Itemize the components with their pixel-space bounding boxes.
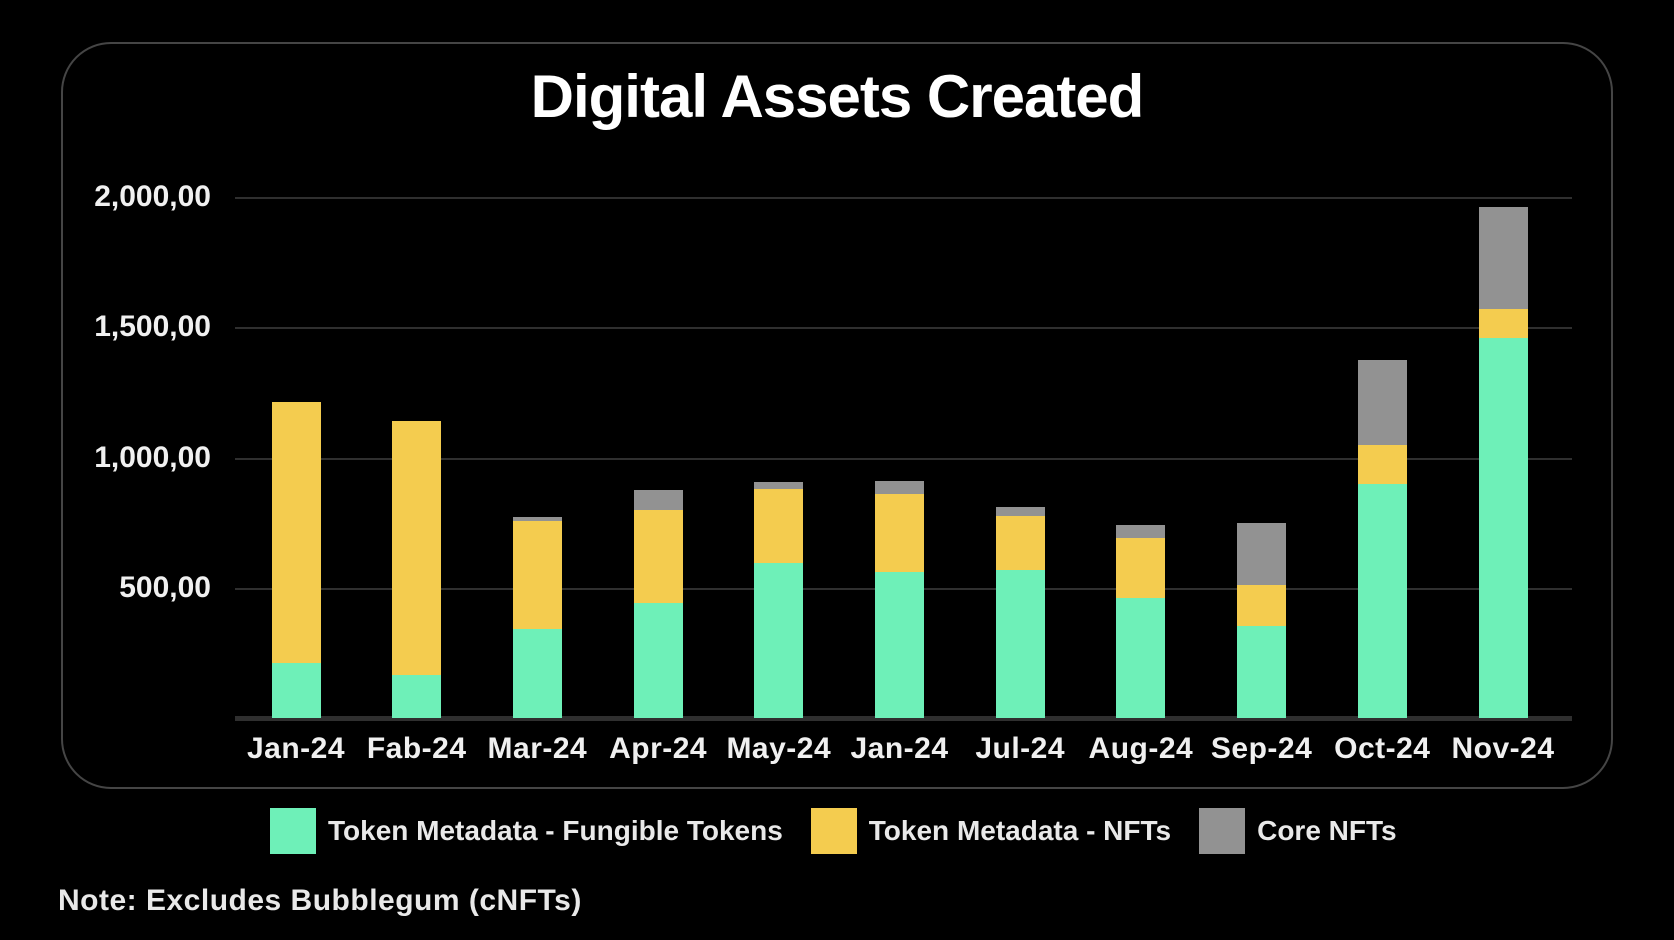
x-axis-tick-label: Fab-24: [366, 732, 467, 765]
legend-swatch-icon: [270, 808, 316, 854]
bar-segment-core-nfts: [1478, 207, 1528, 310]
bar-segment-nfts: [1357, 444, 1407, 484]
bar-sep-24: [1237, 522, 1287, 718]
legend: Token Metadata - Fungible Tokens Token Me…: [270, 808, 1397, 854]
plot-area: 2,000,00 1,500,00 1,000,00 500,00 Jan-24 Fab-…: [94, 180, 1572, 765]
x-axis-tick-label: Mar-24: [487, 732, 588, 765]
bar-segment-core-nfts: [875, 480, 924, 494]
bar-aug-24: [1116, 525, 1166, 718]
bar-oct-24: [1357, 359, 1407, 718]
x-axis-tick-label: Jan-24: [850, 732, 949, 765]
bar-segment-core-nfts: [1116, 525, 1166, 539]
bar-may-24: [754, 482, 804, 718]
bar-segment-fungible-tokens: [1478, 337, 1528, 718]
bar-jul-24: [995, 507, 1045, 718]
legend-label: Token Metadata - NFTs: [868, 815, 1172, 846]
bar-segment-core-nfts: [1357, 359, 1407, 445]
bar-nov-24: [1478, 207, 1528, 718]
bar-segment-nfts: [512, 521, 562, 630]
bar-jan-24: [875, 480, 924, 718]
legend-swatch-icon: [1199, 808, 1246, 854]
bar-apr-24: [633, 490, 683, 718]
bar-segment-fungible-tokens: [754, 563, 804, 718]
bar-segment-nfts: [754, 488, 804, 564]
bar-segment-fungible-tokens: [1237, 625, 1287, 718]
bar-segment-core-nfts: [754, 482, 804, 489]
bar-segment-core-nfts: [633, 490, 683, 510]
legend-item: Core NFTs: [1199, 808, 1397, 854]
bar-segment-nfts: [1237, 585, 1287, 626]
x-axis-tick-label: Jul-24: [975, 732, 1066, 765]
y-axis-tick-label: 1,500,00: [94, 310, 211, 344]
bar-segment-nfts: [1478, 309, 1528, 338]
x-axis-line: [235, 716, 1572, 721]
bar-segment-core-nfts: [512, 517, 562, 522]
legend-label: Core NFTs: [1257, 815, 1397, 846]
bar-segment-fungible-tokens: [633, 603, 683, 718]
bar-jan-24: [271, 401, 321, 718]
x-axis-tick-label: Nov-24: [1451, 732, 1555, 765]
bar-segment-fungible-tokens: [1357, 483, 1407, 718]
bar-mar-24: [512, 517, 562, 718]
footnote: Note: Excludes Bubblegum (cNFTs): [58, 884, 582, 917]
x-axis-tick-label: May-24: [726, 732, 832, 765]
chart-title: Digital Assets Created: [530, 63, 1145, 130]
legend-item: Token Metadata - Fungible Tokens: [270, 808, 783, 854]
x-axis-tick-label: Aug-24: [1088, 732, 1194, 765]
y-axis-tick-label: 500,00: [119, 570, 211, 604]
y-axis-tick-label: 2,000,00: [94, 180, 211, 213]
bar-segment-nfts: [633, 509, 683, 604]
legend-item: Token Metadata - NFTs: [810, 808, 1172, 854]
x-axis-tick-label: Oct-24: [1334, 732, 1431, 765]
bar-segment-core-nfts: [995, 507, 1045, 517]
legend-swatch-icon: [810, 808, 857, 854]
y-axis-tick-label: 1,000,00: [94, 440, 211, 474]
bar-segment-fungible-tokens: [392, 675, 442, 718]
bar-segment-nfts: [392, 421, 442, 676]
bar-segment-nfts: [1116, 538, 1166, 599]
gridline: [235, 197, 1572, 199]
bar-segment-fungible-tokens: [875, 572, 924, 718]
x-axis-tick-label: Jan-24: [246, 732, 346, 765]
bar-fab-24: [392, 421, 442, 718]
legend-label: Token Metadata - Fungible Tokens: [328, 815, 783, 846]
gridline: [235, 327, 1572, 330]
gridline: [235, 457, 1572, 460]
bar-segment-fungible-tokens: [512, 629, 562, 718]
bar-segment-nfts: [995, 516, 1045, 570]
x-axis-tick-label: Sep-24: [1210, 732, 1313, 765]
x-axis-tick-label: Apr-24: [609, 732, 708, 765]
bar-segment-fungible-tokens: [995, 569, 1045, 718]
bar-segment-fungible-tokens: [271, 663, 321, 718]
bar-segment-nfts: [271, 401, 321, 664]
bar-segment-fungible-tokens: [1116, 598, 1166, 718]
bar-segment-core-nfts: [1237, 522, 1287, 586]
bar-segment-nfts: [875, 493, 924, 573]
